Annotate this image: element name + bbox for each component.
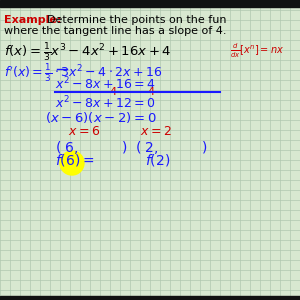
- Text: $f(2)$: $f(2)$: [145, 152, 170, 168]
- Bar: [0, 296, 300, 300]
- Text: $( \ 2, \qquad\quad )$: $( \ 2, \qquad\quad )$: [135, 139, 208, 156]
- Bar: [0, 0, 300, 7]
- Text: $f(6) =$: $f(6) =$: [55, 152, 94, 168]
- Text: $x^2 - 8x + 16 = 4$: $x^2 - 8x + 16 = 4$: [55, 76, 156, 93]
- Text: $\frac{d}{dx}[x^n] = nx$: $\frac{d}{dx}[x^n] = nx$: [230, 42, 284, 60]
- Text: $-4$: $-4$: [138, 85, 156, 97]
- Circle shape: [60, 151, 84, 175]
- Text: $( \ 6, \qquad\quad )$: $( \ 6, \qquad\quad )$: [55, 139, 128, 156]
- Text: $f'(x) = \frac{1}{3} \cdot 3x^2 - 4 \cdot 2x + 16$: $f'(x) = \frac{1}{3} \cdot 3x^2 - 4 \cdo…: [4, 62, 162, 84]
- Text: $-4$: $-4$: [100, 85, 118, 97]
- Text: Example:: Example:: [4, 15, 61, 25]
- Text: $x = 6$: $x = 6$: [68, 125, 100, 138]
- Text: $x^2 - 8x + 12 = 0$: $x^2 - 8x + 12 = 0$: [55, 95, 156, 112]
- Text: $(x - 6)(x - 2) = 0$: $(x - 6)(x - 2) = 0$: [45, 110, 157, 125]
- Text: Determine the points on the fun: Determine the points on the fun: [47, 15, 226, 25]
- Text: where the tangent line has a slope of 4.: where the tangent line has a slope of 4.: [4, 26, 226, 36]
- Text: $f(x) = \frac{1}{3}x^3 - 4x^2 + 16x + 4$: $f(x) = \frac{1}{3}x^3 - 4x^2 + 16x + 4$: [4, 42, 172, 64]
- Text: $x = 2$: $x = 2$: [140, 125, 172, 138]
